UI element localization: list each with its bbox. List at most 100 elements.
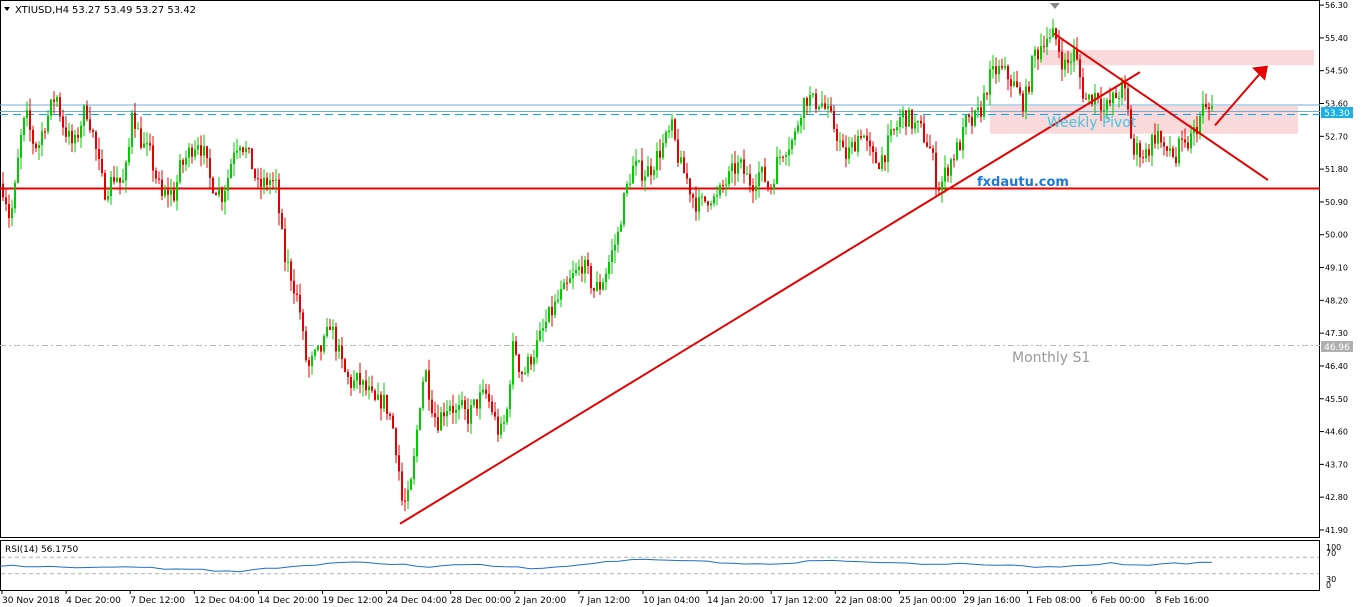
rsi-indicator	[0, 556, 1319, 575]
candle-body	[539, 330, 541, 341]
candle-body	[962, 127, 964, 151]
candle-body	[317, 345, 319, 350]
candle-body	[56, 97, 58, 102]
candle-body	[566, 282, 568, 284]
candle-body	[731, 163, 733, 172]
candle-body	[224, 190, 226, 202]
candle-body	[749, 173, 751, 186]
price-tick-label: 46.40	[1325, 362, 1348, 371]
trendlines[interactable]	[399, 32, 1269, 525]
symbol-dropdown-icon[interactable]	[4, 7, 10, 11]
candle-body	[1160, 130, 1162, 143]
candle-body	[416, 429, 418, 457]
candle-body	[587, 259, 589, 267]
candle-body	[1166, 146, 1168, 151]
candle-body	[728, 171, 730, 185]
candle-body	[1118, 97, 1120, 99]
candle-body	[638, 160, 640, 162]
candle-body	[929, 146, 931, 149]
candle-body	[956, 142, 958, 160]
rising-trendline[interactable]	[399, 71, 1141, 525]
candle-body	[1064, 59, 1066, 70]
candle-body	[470, 405, 472, 424]
price-tick-label: 50.00	[1325, 231, 1348, 240]
falling-trendline[interactable]	[1053, 32, 1269, 181]
current-price-badge-text: 53.30	[1324, 109, 1350, 119]
candle-body	[923, 123, 925, 143]
candle-body	[683, 157, 685, 174]
candle-body	[917, 120, 919, 123]
candle-body	[797, 125, 799, 132]
resistance-zone	[1040, 49, 1314, 66]
candle-body	[1022, 93, 1024, 112]
candle-body	[257, 178, 259, 180]
candle-body	[857, 136, 859, 152]
candle-body	[128, 146, 130, 163]
candle-body	[164, 190, 166, 196]
candle-body	[737, 162, 739, 174]
candle-body	[467, 409, 469, 424]
candle-body	[2, 183, 4, 198]
candle-body	[494, 412, 496, 417]
bullish-arrow-icon[interactable]	[1252, 65, 1268, 81]
candle-body	[368, 386, 370, 391]
candle-body	[152, 145, 154, 171]
candle-body	[572, 273, 574, 279]
candle-body	[92, 130, 94, 132]
candle-body	[1010, 79, 1012, 87]
candle-body	[278, 179, 280, 214]
rsi-level-low-label: 30	[1326, 575, 1336, 584]
candle-body	[680, 157, 682, 163]
candle-body	[719, 184, 721, 196]
candle-body	[905, 110, 907, 127]
candle-body	[770, 187, 772, 190]
candle-body	[557, 299, 559, 302]
price-tick-label: 43.70	[1325, 460, 1348, 469]
candle-body	[77, 134, 79, 138]
candle-body	[182, 160, 184, 165]
candle-body	[605, 273, 607, 283]
price-tick-label: 51.80	[1325, 165, 1348, 174]
candle-body	[527, 356, 529, 373]
candle-body	[32, 129, 34, 144]
candle-body	[1190, 133, 1192, 149]
candle-body	[110, 177, 112, 197]
candle-body	[866, 135, 868, 141]
bullish-arrow-shaft[interactable]	[1214, 72, 1261, 127]
candle-body	[827, 106, 829, 109]
candle-body	[107, 196, 109, 200]
candle-body	[1133, 138, 1135, 155]
candle-body	[779, 156, 781, 158]
monthly-s1-badge	[1321, 341, 1353, 352]
candle-body	[290, 261, 292, 281]
price-tick-label: 41.90	[1325, 526, 1348, 535]
candle-body	[221, 188, 223, 202]
candle-body	[323, 336, 325, 352]
candle-body	[335, 326, 337, 352]
candle-body	[824, 103, 826, 109]
candle-body	[449, 406, 451, 412]
candle-body	[614, 244, 616, 251]
candle-body	[881, 155, 883, 169]
candle-body	[650, 166, 652, 176]
candle-body	[632, 165, 634, 184]
candle-body	[167, 190, 169, 195]
candle-body	[191, 147, 193, 157]
candle-body	[767, 181, 769, 188]
candle-body	[821, 103, 823, 107]
candle-body	[845, 147, 847, 159]
candle-body	[926, 142, 928, 147]
time-tick-label: 30 Nov 2018	[2, 596, 60, 606]
candle-body	[41, 131, 43, 146]
candle-body	[506, 409, 508, 423]
candle-body	[965, 115, 967, 128]
candle-body	[686, 173, 688, 179]
candle-body	[1088, 94, 1090, 100]
candle-body	[200, 145, 202, 156]
candle-body	[491, 401, 493, 413]
candle-body	[5, 197, 7, 205]
candle-body	[575, 270, 577, 274]
candle-body	[104, 173, 106, 200]
candle-body	[1070, 61, 1072, 63]
